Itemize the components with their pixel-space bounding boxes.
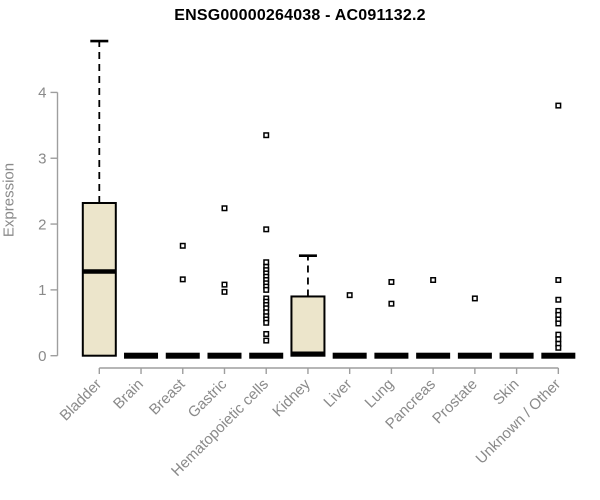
chart-title: ENSG00000264038 - AC091132.2	[174, 7, 426, 24]
x-tick-label: Skin	[490, 376, 523, 409]
x-tick-label: Liver	[320, 376, 355, 411]
box	[81, 201, 117, 357]
outlier-point	[555, 344, 562, 351]
outlier-point	[388, 278, 395, 285]
outlier-point	[263, 226, 270, 233]
outlier-point	[555, 277, 562, 284]
collapsed-box	[541, 352, 576, 359]
y-tick-label: 4	[38, 85, 46, 102]
outlier-point	[471, 295, 478, 302]
outlier-point	[555, 102, 562, 109]
outlier-point	[221, 288, 228, 295]
outlier-point	[555, 331, 562, 338]
outlier-point	[179, 242, 186, 249]
collapsed-box	[374, 352, 409, 359]
outlier-point	[555, 296, 562, 303]
collapsed-box	[416, 352, 451, 359]
x-tick-label: Kidney	[269, 375, 314, 420]
outlier-point	[221, 281, 228, 288]
outlier-point	[346, 292, 353, 299]
outlier-point	[179, 276, 186, 283]
y-tick-label: 1	[38, 282, 46, 299]
outlier-point	[221, 205, 228, 212]
y-tick-label: 0	[38, 348, 46, 365]
collapsed-box	[249, 352, 284, 359]
outlier-point	[555, 311, 562, 318]
outlier-point	[263, 319, 270, 326]
outlier-point	[263, 286, 270, 293]
x-tick-label: Lung	[362, 376, 398, 412]
x-tick-label: Brain	[110, 376, 147, 413]
outlier-point	[263, 132, 270, 139]
collapsed-box	[207, 352, 242, 359]
collapsed-box	[332, 352, 367, 359]
outlier-point	[263, 330, 270, 337]
box	[290, 295, 326, 357]
collapsed-box	[124, 352, 159, 359]
outlier-point	[388, 300, 395, 307]
collapsed-box	[165, 352, 200, 359]
collapsed-box	[457, 352, 492, 359]
x-tick-label: Bladder	[57, 376, 106, 425]
x-tick-label: Prostate	[429, 376, 481, 428]
outlier-point	[555, 336, 562, 343]
outlier-point	[263, 337, 270, 344]
outlier-point	[430, 277, 437, 284]
collapsed-box	[499, 352, 534, 359]
y-tick-label: 3	[38, 150, 46, 167]
y-tick-label: 2	[38, 216, 46, 233]
x-tick-label: Breast	[146, 375, 189, 418]
outlier-point	[555, 320, 562, 327]
outlier-point	[263, 259, 270, 266]
